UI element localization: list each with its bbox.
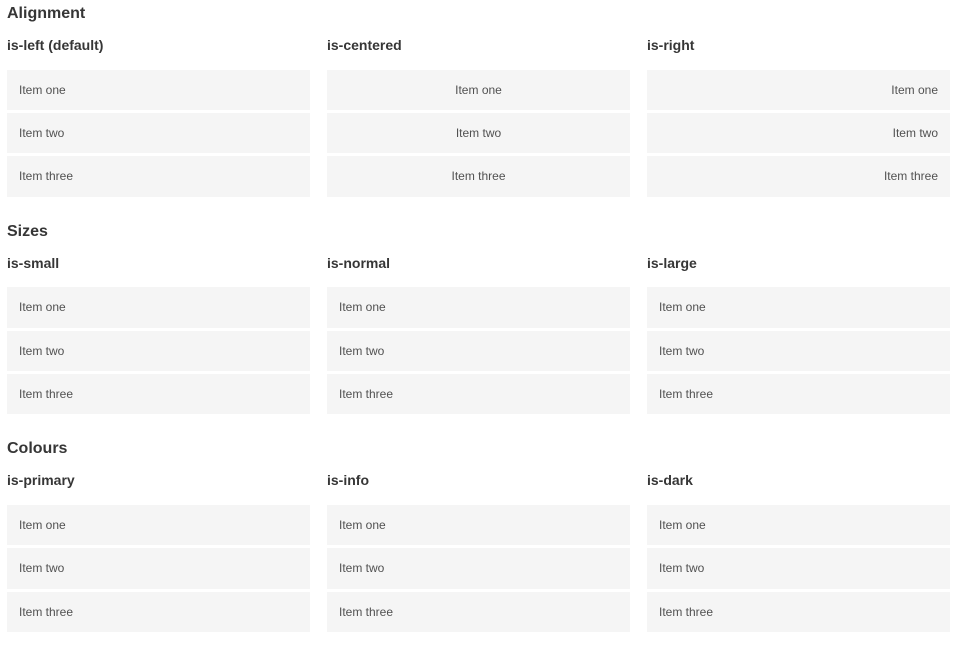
- list-is-dark: Item one Item two Item three: [647, 504, 950, 633]
- list-item: Item one: [647, 287, 950, 328]
- section-sizes: Sizes is-small Item one Item two Item th…: [7, 222, 950, 418]
- list-item: Item three: [647, 156, 950, 197]
- list-item: Item one: [647, 69, 950, 110]
- list-item: Item three: [327, 156, 630, 197]
- group-is-centered: is-centered Item one Item two Item three: [327, 24, 630, 200]
- group-label-is-centered: is-centered: [327, 37, 402, 53]
- list-item: Item two: [7, 112, 310, 154]
- group-is-large: is-large Item one Item two Item three: [647, 242, 950, 418]
- sizes-columns: is-small Item one Item two Item three is…: [7, 242, 950, 418]
- group-is-normal: is-normal Item one Item two Item three: [327, 242, 630, 418]
- group-is-small: is-small Item one Item two Item three: [7, 242, 310, 418]
- group-label-is-large: is-large: [647, 254, 697, 271]
- list-item: Item two: [7, 548, 310, 589]
- group-is-dark: is-dark Item one Item two Item three: [647, 459, 950, 635]
- group-is-right: is-right Item one Item two Item three: [647, 24, 950, 200]
- section-alignment: Alignment is-left (default) Item one Ite…: [7, 4, 950, 200]
- group-is-left: is-left (default) Item one Item two Item…: [7, 24, 310, 200]
- list-item: Item three: [647, 373, 950, 415]
- group-label-is-left: is-left (default): [7, 37, 104, 53]
- list-is-normal: Item one Item two Item three: [327, 287, 630, 415]
- list-item: Item one: [327, 504, 630, 546]
- list-item: Item one: [327, 287, 630, 328]
- section-colours: Colours is-primary Item one Item two Ite…: [7, 439, 950, 635]
- list-item: Item one: [647, 504, 950, 546]
- list-item: Item three: [327, 373, 630, 415]
- group-label-is-normal: is-normal: [327, 254, 391, 271]
- alignment-columns: is-left (default) Item one Item two Item…: [7, 24, 950, 200]
- group-label-is-info: is-info: [327, 472, 369, 489]
- colours-columns: is-primary Item one Item two Item three …: [7, 459, 950, 635]
- group-label-is-primary: is-primary: [7, 472, 75, 489]
- list-item: Item two: [647, 548, 950, 589]
- list-item: Item two: [327, 548, 630, 589]
- list-is-info: Item one Item two Item three: [327, 504, 630, 633]
- list-item: Item three: [7, 591, 310, 633]
- section-title-colours: Colours: [7, 440, 68, 458]
- list-item: Item two: [327, 330, 630, 371]
- section-title-alignment: Alignment: [7, 5, 86, 22]
- list-item: Item two: [327, 112, 630, 154]
- group-label-is-dark: is-dark: [647, 472, 693, 489]
- list-is-large: Item one Item two Item three: [647, 287, 950, 415]
- list-item: Item one: [7, 287, 310, 328]
- list-item: Item one: [7, 504, 310, 546]
- list-is-left: Item one Item two Item three: [7, 69, 310, 197]
- list-item: Item three: [7, 373, 310, 415]
- list-item: Item one: [7, 69, 310, 110]
- list-is-small: Item one Item two Item three: [7, 287, 310, 415]
- list-item: Item three: [327, 591, 630, 633]
- list-item: Item three: [7, 156, 310, 197]
- group-is-primary: is-primary Item one Item two Item three: [7, 459, 310, 635]
- list-item: Item two: [7, 330, 310, 371]
- list-item: Item one: [327, 69, 630, 110]
- group-label-is-right: is-right: [647, 37, 695, 53]
- list-is-primary: Item one Item two Item three: [7, 504, 310, 633]
- list-is-centered: Item one Item two Item three: [327, 69, 630, 197]
- list-item: Item three: [647, 591, 950, 633]
- list-item: Item two: [647, 112, 950, 154]
- list-item: Item two: [647, 330, 950, 371]
- docs-page: Alignment is-left (default) Item one Ite…: [7, 4, 950, 635]
- list-is-right: Item one Item two Item three: [647, 69, 950, 197]
- group-is-info: is-info Item one Item two Item three: [327, 459, 630, 635]
- group-label-is-small: is-small: [7, 254, 60, 271]
- section-title-sizes: Sizes: [7, 222, 48, 240]
